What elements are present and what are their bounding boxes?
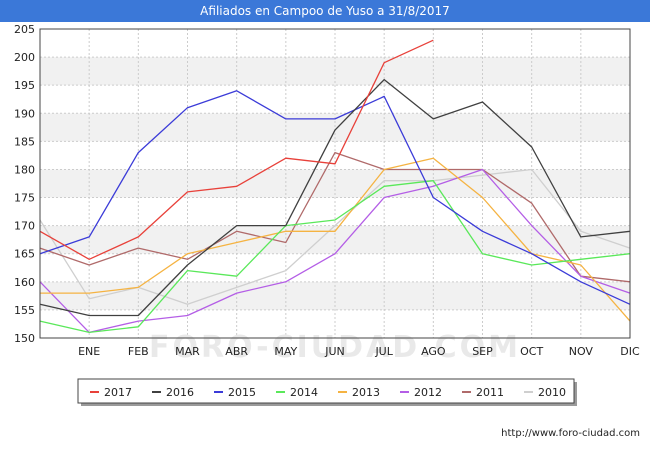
series-line-2017: [39, 39, 434, 260]
legend: 2017 2016 2015 2014 2013 2012 2011 2010: [77, 378, 577, 406]
legend-label: 2013: [352, 386, 380, 399]
series-line-2015: [39, 90, 631, 305]
x-tick-label: JUL: [374, 345, 393, 358]
x-tick-label: FEB: [128, 345, 149, 358]
y-tick-label: 195: [14, 79, 35, 92]
watermark: FORO-CIUDAD.COM: [149, 330, 521, 365]
y-tick-label: 180: [14, 163, 35, 176]
legend-items: 2017 2016 2015 2014 2013 2012 2011 2010: [90, 386, 566, 399]
legend-label: 2014: [290, 386, 318, 399]
y-tick-label: 205: [14, 23, 35, 36]
plot-bands: [40, 29, 630, 338]
chart-title: Afiliados en Campoo de Yuso a 31/8/2017: [0, 0, 650, 22]
y-tick-label: 150: [14, 332, 35, 345]
x-tick-label: ABR: [225, 345, 248, 358]
series-line-2014: [39, 180, 631, 334]
legend-label: 2011: [476, 386, 504, 399]
y-tick-label: 160: [14, 276, 35, 289]
series-lines: [39, 39, 631, 334]
y-tick-label: 155: [14, 304, 35, 317]
x-tick-label: MAR: [175, 345, 200, 358]
x-tick-label: ENE: [78, 345, 100, 358]
x-tick-label: DIC: [620, 345, 640, 358]
legend-label: 2012: [414, 386, 442, 399]
legend-entry-2012: 2012: [400, 386, 442, 399]
y-tick-label: 170: [14, 220, 35, 233]
series-line-2016: [39, 78, 631, 317]
legend-entry-2016: 2016: [152, 386, 194, 399]
legend-label: 2015: [228, 386, 256, 399]
legend-entry-2017: 2017: [90, 386, 132, 399]
y-tick-label: 165: [14, 248, 35, 261]
series-line-2012: [39, 168, 631, 334]
legend-entry-2010: 2010: [524, 386, 566, 399]
y-axis-ticks: 150 155 160 165 170 175 180 185 190 195 200 205: [14, 23, 35, 345]
legend-entry-2013: 2013: [338, 386, 380, 399]
x-tick-label: SEP: [472, 345, 493, 358]
legend-entry-2014: 2014: [276, 386, 318, 399]
plot-frame: [39, 28, 631, 339]
x-tick-label: OCT: [520, 345, 543, 358]
y-tick-label: 175: [14, 192, 35, 205]
y-tick-label: 190: [14, 107, 35, 120]
y-tick-label: 185: [14, 135, 35, 148]
x-tick-label: MAY: [274, 345, 297, 358]
series-line-2011: [39, 151, 631, 283]
x-axis-ticks: ENE FEB MAR ABR MAY JUN JUL AGO SEP OCT NOV DIC: [78, 345, 640, 358]
source-url: http://www.foro-ciudad.com: [501, 428, 640, 439]
legend-label: 2016: [166, 386, 194, 399]
x-tick-label: NOV: [569, 345, 594, 358]
y-tick-label: 200: [14, 51, 35, 64]
legend-entry-2015: 2015: [214, 386, 256, 399]
legend-entry-2011: 2011: [462, 386, 504, 399]
x-tick-label: JUN: [324, 345, 345, 358]
x-tick-label: AGO: [421, 345, 446, 358]
legend-label: 2017: [104, 386, 132, 399]
legend-label: 2010: [538, 386, 566, 399]
